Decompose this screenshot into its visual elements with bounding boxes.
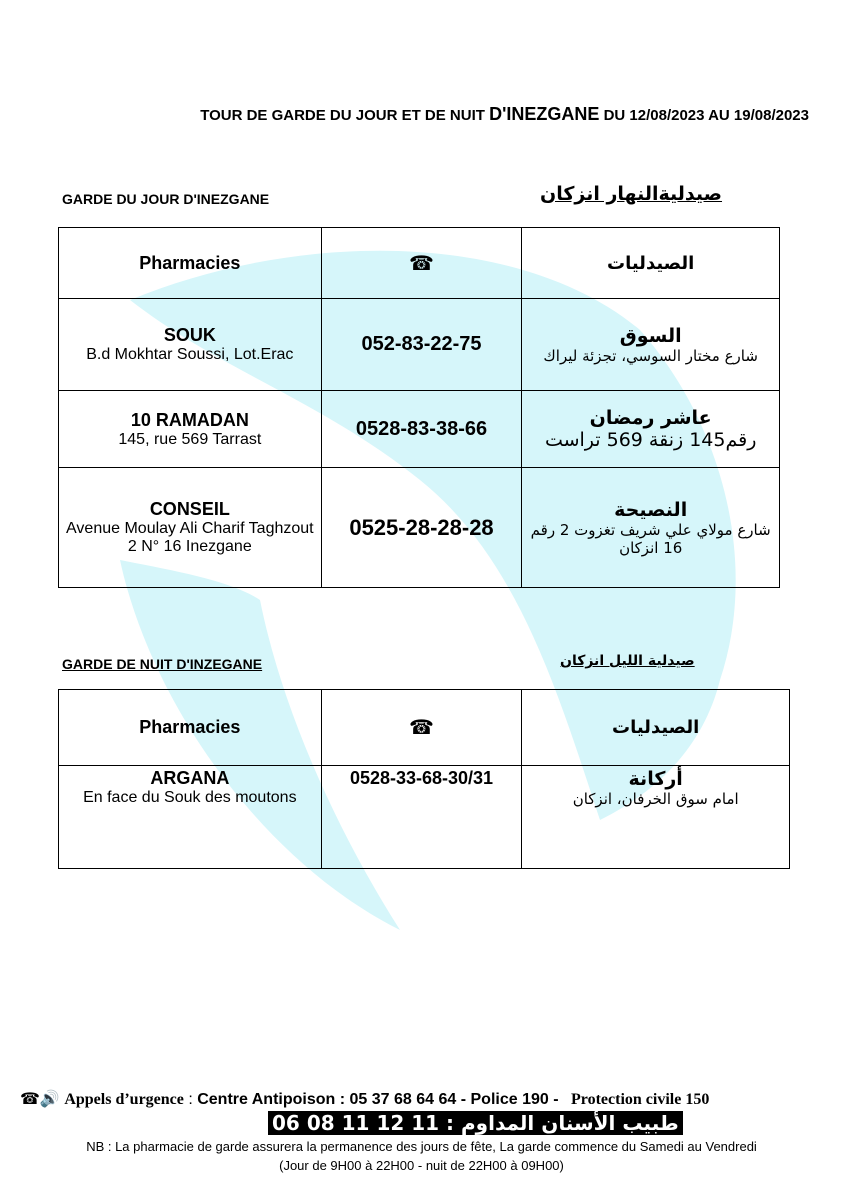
pharmacy-name: ARGANA (150, 768, 230, 788)
pharmacy-name: CONSEIL (149, 499, 230, 519)
pharmacy-address-ar: رقم145 زنقة 569 تراست (544, 429, 757, 451)
pharmacy-phone: 0528-33-68-30/31 (320, 765, 523, 869)
civil-protection-number: Protection civile 150 (571, 1091, 710, 1108)
day-section-label-ar: صيدليةالنهار انزكان (540, 183, 723, 205)
pharmacy-name-ar: عاشر رمضان (589, 407, 712, 429)
page-title: TOUR DE GARDE DU JOUR ET DE NUIT D'INEZG… (200, 104, 809, 124)
emergency-line: ☎🔊 Appels d’urgence : Centre Antipoison … (20, 1089, 709, 1109)
table-row: SOUK B.d Mokhtar Soussi, Lot.Erac 052-83-… (58, 298, 780, 391)
header-pharmacies: Pharmacies (58, 227, 322, 299)
pharmacy-address: Avenue Moulay Ali Charif Taghzout 2 N° 1… (66, 520, 314, 555)
day-section-label: GARDE DU JOUR D'INEZGANE (62, 191, 270, 207)
night-pharmacies-table: Pharmacies ☎ الصيدليات ARGANA En face du … (58, 689, 790, 869)
emergency-label: Appels d’urgence (64, 1091, 184, 1108)
night-section-label-ar: صيدلية الليل انزكان (560, 653, 695, 669)
phone-icon: ☎🔊 (20, 1091, 60, 1108)
emergency-separator: : (183, 1091, 198, 1108)
telephone-icon: ☎ (320, 689, 523, 766)
table-row: ARGANA En face du Souk des moutons 0528-3… (58, 765, 790, 869)
pharmacy-name-ar: النصيحة (614, 498, 688, 521)
pharmacy-name-ar: السوق (619, 324, 682, 347)
pharmacy-address-ar: امام سوق الخرفان، انزكان (572, 790, 739, 808)
night-section-label: GARDE DE NUIT D'INZEGANE (62, 656, 263, 672)
pharmacy-name: SOUK (163, 325, 216, 345)
pharmacy-address-ar: شارع مولاي علي شريف تغزوت 2 رقم 16 انزكا… (530, 520, 771, 557)
pharmacy-address: En face du Souk des moutons (83, 789, 297, 806)
table-row: CONSEIL Avenue Moulay Ali Charif Taghzout… (58, 467, 780, 588)
header-pharmacies-ar: الصيدليات (521, 689, 790, 766)
day-pharmacies-table: Pharmacies ☎ الصيدليات SOUK B.d Mokhtar S… (58, 227, 780, 588)
footer-note: NB : La pharmacie de garde assurera la p… (86, 1139, 757, 1173)
telephone-icon: ☎ (320, 227, 523, 299)
header-pharmacies: Pharmacies (58, 689, 322, 766)
pharmacy-name-ar: أركانة (628, 768, 683, 790)
pharmacy-address: B.d Mokhtar Soussi, Lot.Erac (86, 346, 294, 363)
antipoison-number: Centre Antipoison : 05 37 68 64 64 - Pol… (197, 1091, 559, 1108)
header-pharmacies-ar: الصيدليات (521, 227, 780, 299)
table-row: 10 RAMADAN 145, rue 569 Tarrast 0528-83-3… (58, 390, 780, 468)
table-header-row: Pharmacies ☎ الصيدليات (58, 227, 780, 299)
pharmacy-name: 10 RAMADAN (130, 409, 249, 430)
dentist-on-duty: طبيب الأسنان المداوم : 11 12 11 08 06 (268, 1111, 683, 1135)
pharmacy-phone: 052-83-22-75 (320, 298, 523, 391)
pharmacy-phone: 0528-83-38-66 (320, 390, 523, 468)
pharmacy-address-ar: شارع مختار السوسي، تجزئة ليراك (543, 346, 758, 365)
pharmacy-phone: 0525-28-28-28 (320, 467, 523, 588)
pharmacy-address: 145, rue 569 Tarrast (118, 430, 262, 448)
table-header-row: Pharmacies ☎ الصيدليات (58, 689, 790, 766)
